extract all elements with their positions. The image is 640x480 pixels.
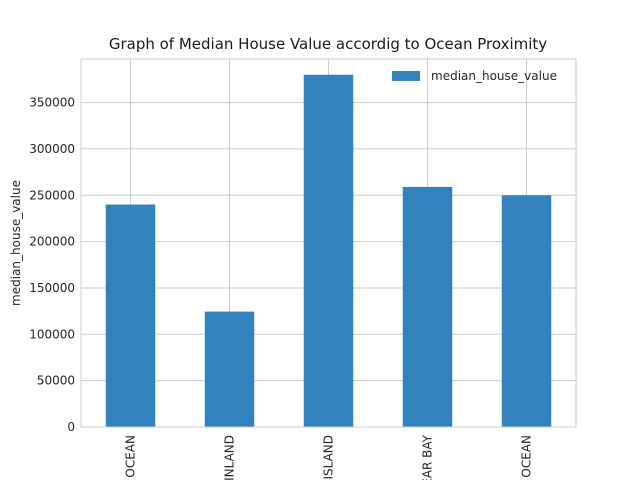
bar-series bbox=[105, 74, 552, 428]
x-tick-label: <1H OCEAN bbox=[124, 435, 138, 480]
y-tick-label: 300000 bbox=[29, 142, 75, 156]
bar bbox=[303, 74, 354, 428]
y-tick-label: 0 bbox=[67, 420, 75, 434]
legend-swatch bbox=[392, 71, 420, 81]
y-tick-label: 50000 bbox=[37, 374, 75, 388]
chart-title: Graph of Median House Value accordig to … bbox=[109, 35, 547, 53]
bar bbox=[204, 311, 255, 427]
x-tick-label: INLAND bbox=[223, 435, 237, 480]
legend-label: median_house_value bbox=[431, 69, 557, 83]
y-tick-label: 350000 bbox=[29, 96, 75, 110]
y-axis-ticks: 0 50000 100000 150000 200000 250000 300000 3500… bbox=[29, 96, 75, 434]
bar bbox=[501, 195, 552, 427]
x-tick-label: ISLAND bbox=[322, 435, 336, 480]
bar bbox=[105, 204, 156, 427]
x-tick-label: NEAR OCEAN bbox=[520, 435, 534, 480]
legend: median_house_value bbox=[392, 69, 557, 83]
x-axis-ticks: <1H OCEAN INLAND ISLAND NEAR BAY NEAR OCEAN bbox=[124, 434, 534, 480]
y-tick-label: 250000 bbox=[29, 188, 75, 202]
x-tick-label: NEAR BAY bbox=[421, 434, 435, 480]
y-tick-label: 200000 bbox=[29, 235, 75, 249]
plot-frame bbox=[80, 58, 577, 428]
y-tick-label: 150000 bbox=[29, 281, 75, 295]
y-tick-label: 100000 bbox=[29, 327, 75, 341]
bar bbox=[402, 186, 453, 427]
y-axis-label: median_house_value bbox=[9, 180, 23, 306]
